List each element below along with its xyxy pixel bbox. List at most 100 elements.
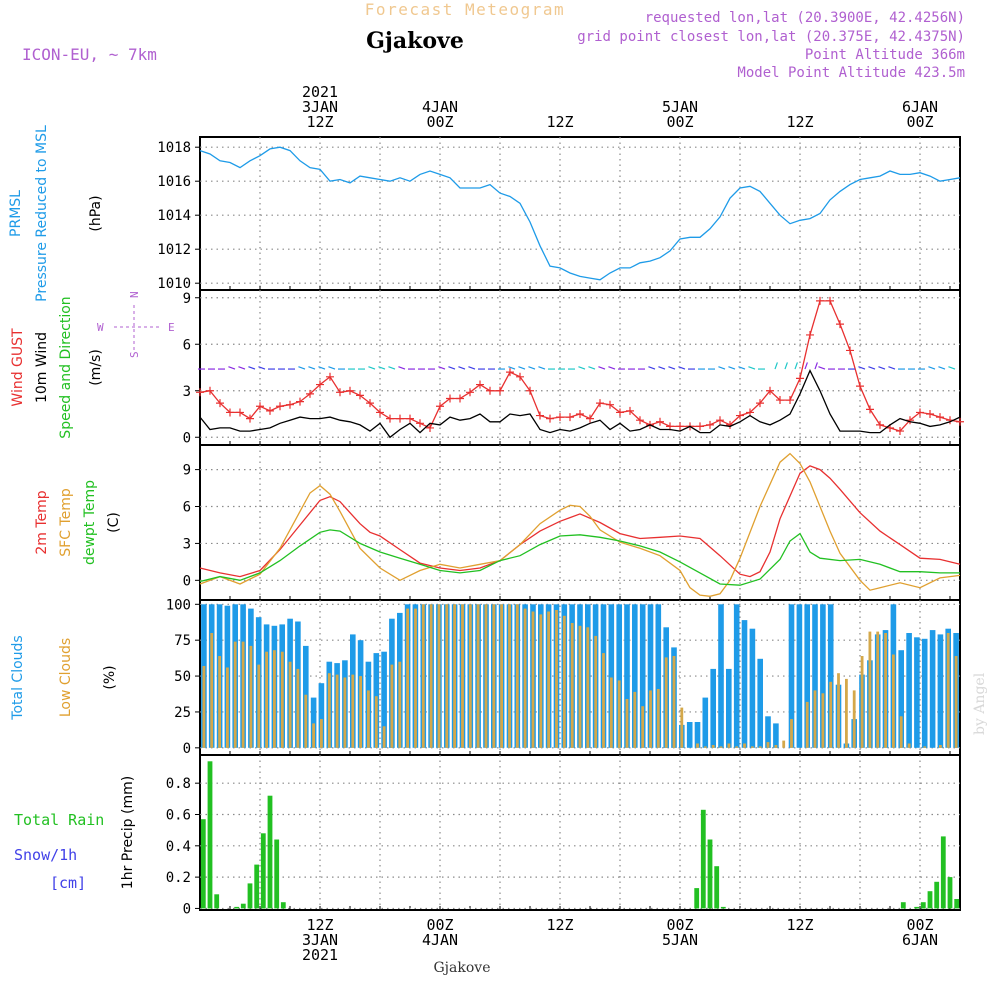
wind-direction-arrow [318, 366, 326, 370]
clouds-bar-low [335, 674, 339, 748]
clouds-bar-low [406, 608, 409, 748]
temperature-side-label-2: dewpt Temp [82, 480, 98, 565]
clouds-bar-low [437, 604, 441, 748]
clouds-bar-total [796, 604, 803, 748]
gust-marker [656, 417, 664, 426]
wind-direction-arrow [448, 366, 456, 370]
precip-bar-rain [240, 903, 246, 909]
gust-marker [266, 406, 274, 415]
gust-marker [196, 388, 204, 397]
wind-direction-arrow [888, 366, 896, 370]
clouds-bar-low [758, 746, 762, 748]
wind-direction-arrow [378, 366, 386, 370]
gust-marker [326, 372, 334, 381]
clouds-bar-low [782, 740, 786, 748]
clouds-bar-low [218, 656, 221, 748]
temperature-series-t2m [199, 465, 961, 578]
gust-marker [356, 391, 364, 400]
wind-direction-arrow [718, 366, 726, 370]
bottom-time-label-t00z6-1: 6JAN [902, 931, 938, 949]
clouds-bar-low [617, 680, 621, 748]
precip-bar-rain [940, 836, 946, 909]
gust-marker [786, 396, 794, 405]
wind-direction-arrow [938, 366, 946, 370]
compass-north: N [128, 291, 141, 298]
precip-bar-rain [694, 888, 700, 909]
wind-direction-arrow [468, 366, 476, 370]
gust-marker [246, 414, 254, 423]
compass-south: S [128, 351, 141, 358]
wind-ytick-label: 0 [183, 430, 191, 446]
top-time-label-tt12z3-0: 2021 [302, 83, 338, 101]
bottom-time-label-t12z3-0: 12Z [306, 916, 333, 934]
clouds-bar-low [500, 604, 503, 748]
precip-bar-rain [920, 902, 926, 909]
clouds-bar-low [649, 690, 652, 748]
clouds-bar-low [359, 676, 362, 748]
clouds-bar-low [656, 689, 660, 748]
gust-marker [206, 386, 214, 395]
gust-marker [926, 410, 934, 418]
legend-snow: Snow/1h [14, 846, 77, 864]
gust-marker [446, 394, 454, 403]
wind-direction-arrow [508, 366, 516, 370]
top-time-label-tt12z5-0: 12Z [786, 113, 813, 131]
wind-direction-arrow [308, 366, 316, 370]
clouds-bar-low [946, 633, 950, 748]
wind-direction-arrow [948, 366, 956, 370]
grid-point: grid point closest lon,lat (20.375E, 42.… [577, 29, 965, 45]
clouds-bar-total [827, 604, 834, 748]
precip-bar-rain [200, 819, 206, 909]
wind-side-label-0: Wind GUST [10, 328, 26, 407]
gust-marker [556, 413, 564, 422]
wind-ytick-label: 6 [183, 337, 191, 353]
precip-bar-rain [234, 906, 240, 909]
wind-direction-arrow [398, 366, 406, 370]
clouds-bar-low [923, 746, 927, 748]
gust-marker [516, 372, 524, 381]
precip-ytick-label: 0.6 [166, 807, 191, 823]
precip-bar-rain [267, 795, 273, 909]
clouds-bar-low [304, 694, 308, 748]
gust-marker [316, 380, 324, 389]
clouds-bar-total [702, 697, 709, 748]
precip-ytick-label: 0.2 [166, 870, 191, 886]
gust-marker [466, 388, 474, 397]
temperature-unit-label: (C) [106, 512, 122, 533]
gust-marker [406, 414, 414, 423]
clouds-bar-total [937, 634, 944, 748]
clouds-bar-low [320, 719, 323, 748]
clouds-bar-total [914, 637, 920, 748]
clouds-bar-low [680, 707, 684, 748]
model-name: ICON-EU, ~ 7km [22, 45, 157, 64]
compass-east: E [168, 321, 175, 334]
gust-marker [476, 380, 484, 389]
bottom-time-label-t12z5-0: 12Z [786, 916, 813, 934]
gust-marker [386, 414, 394, 423]
gust-marker [416, 419, 424, 428]
clouds-bar-low [907, 743, 911, 748]
clouds-bar-low [766, 742, 770, 748]
clouds-bar-low [594, 635, 598, 748]
wind-direction-arrow [868, 366, 876, 370]
requested-point: requested lon,lat (20.3900E, 42.4256N) [645, 10, 965, 26]
gust-marker [336, 388, 344, 397]
wind-direction-arrow [258, 366, 266, 370]
pressure-ytick-label: 1012 [157, 242, 191, 258]
gust-marker [226, 408, 234, 417]
clouds-ytick-label: 75 [174, 633, 191, 649]
compass-cross [114, 305, 162, 350]
pressure-ytick-label: 1014 [157, 208, 191, 224]
clouds-bar-low [805, 701, 809, 748]
precip-bar-rain [214, 894, 220, 909]
gust-marker [766, 386, 774, 395]
wind-direction-arrow [784, 362, 788, 370]
wind-direction-arrow [538, 366, 546, 370]
clouds-bar-total [749, 628, 756, 748]
clouds-bar-low [343, 677, 347, 748]
clouds-bar-total [686, 722, 693, 748]
clouds-bar-low [421, 604, 425, 748]
clouds-bar-low [233, 641, 237, 748]
gust-marker [676, 422, 684, 431]
precip-frame [199, 754, 961, 911]
